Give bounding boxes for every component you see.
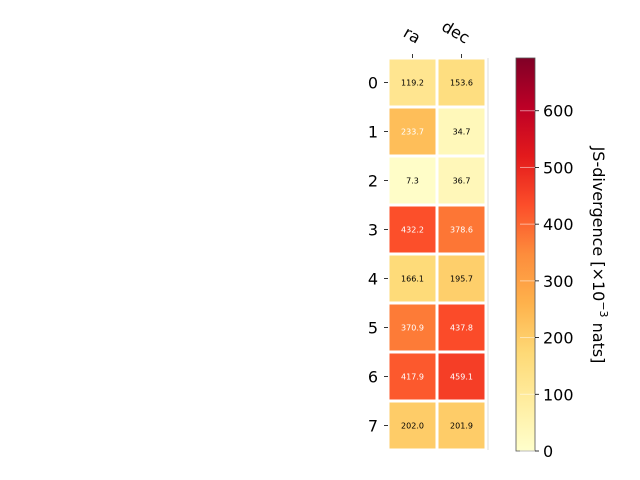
heatmap-grid: 119.2 153.6 233.7 34.7 7.3 36.7 432.2 378.6 166.… xyxy=(386,56,489,452)
heatmap-cell xyxy=(435,203,488,256)
cell-value-label: 432.2 xyxy=(401,226,424,235)
cell-value-label: 195.7 xyxy=(450,275,473,284)
cell-value-label: 7.3 xyxy=(406,177,419,186)
cell-value-label: 153.6 xyxy=(450,79,473,88)
cell-value-label: 34.7 xyxy=(453,128,471,137)
cell-value-label: 417.9 xyxy=(401,373,424,382)
cell-value-label: 166.1 xyxy=(401,275,424,284)
row-label: 1 xyxy=(368,123,378,142)
column-label: ra xyxy=(400,23,424,48)
colorbar-label-suffix: nats] xyxy=(589,318,608,364)
colorbar-tick-label: 100 xyxy=(543,385,574,404)
heatmap-cell xyxy=(435,105,488,158)
row-label: 4 xyxy=(368,270,378,289)
column-labels: ra dec xyxy=(400,17,473,58)
row-label: 5 xyxy=(368,319,378,338)
heatmap-cell xyxy=(435,154,488,207)
colorbar: 0 100 200 300 400 500 600 xyxy=(515,57,574,461)
row-label: 0 xyxy=(368,74,378,93)
cell-value-label: 36.7 xyxy=(453,177,471,186)
cell-value-label: 233.7 xyxy=(401,128,424,137)
colorbar-tick-label: 400 xyxy=(543,215,574,234)
row-label: 3 xyxy=(368,221,378,240)
colorbar-tick-label: 300 xyxy=(543,272,574,291)
row-label: 2 xyxy=(368,172,378,191)
cell-value-label: 370.9 xyxy=(401,324,424,333)
cell-value-label: 437.8 xyxy=(450,324,473,333)
colorbar-tick-label: 200 xyxy=(543,329,574,348)
heatmap-cell xyxy=(435,252,488,305)
cell-value-label: 119.2 xyxy=(401,79,424,88)
cell-value-label: 202.0 xyxy=(401,422,424,431)
column-label: dec xyxy=(439,17,473,48)
row-label: 6 xyxy=(368,368,378,387)
colorbar-tick-label: 500 xyxy=(543,158,574,177)
cell-value-label: 378.6 xyxy=(450,226,473,235)
colorbar-label-exponent: −3 xyxy=(597,301,610,317)
colorbar-label-prefix: JS-divergence [×10 xyxy=(589,146,608,302)
row-labels: 0 1 2 3 4 5 6 7 xyxy=(368,74,388,436)
colorbar-label: JS-divergence [×10−3 nats] xyxy=(589,146,610,364)
colorbar-gradient xyxy=(515,57,536,452)
row-label: 7 xyxy=(368,417,378,436)
cell-value-label: 201.9 xyxy=(450,422,473,431)
heatmap-cell xyxy=(435,399,488,452)
cell-value-label: 459.1 xyxy=(450,373,473,382)
colorbar-tick-label: 0 xyxy=(543,442,553,461)
colorbar-tick-label: 600 xyxy=(543,102,574,121)
